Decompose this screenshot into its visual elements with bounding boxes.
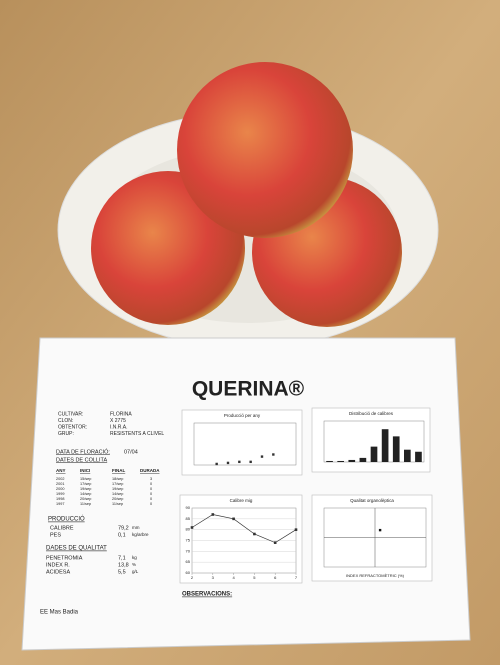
quality-label: PENETROMIA (46, 555, 83, 561)
quality-unit: kg (132, 555, 137, 560)
point (379, 529, 381, 531)
point (261, 455, 263, 457)
harvest-cell: 11/sep (80, 502, 91, 506)
chart-title: Calibre mig (230, 498, 253, 503)
quality-label: ACIDESA (46, 569, 70, 575)
harvest-cell: 2001 (56, 482, 64, 486)
bar (337, 461, 344, 462)
production-value: 0,1 (118, 532, 126, 538)
harvest-cell: 14/sep (112, 492, 123, 496)
y-tick-label: 75 (186, 538, 191, 543)
production-label: PES (50, 532, 61, 538)
harvest-cell: 0 (150, 502, 152, 506)
harvest-cell: 0 (150, 487, 152, 491)
page: QUERINA® OBSERVACIONS: EE Mas Badia CULT… (0, 0, 500, 665)
production-heading: PRODUCCIÓ (48, 516, 85, 523)
harvest-cell: 1999 (56, 492, 64, 496)
point (215, 463, 217, 465)
harvest-cell: 3 (150, 477, 152, 481)
bar (415, 452, 422, 462)
point (212, 513, 215, 516)
quality-value: 5,5 (118, 569, 126, 575)
sheet-title: QUERINA® (192, 378, 305, 401)
info-label: OBTENTOR: (58, 424, 87, 430)
point (238, 461, 240, 463)
harvest-cell: 1998 (56, 497, 64, 501)
point (272, 453, 274, 455)
point (295, 528, 298, 531)
production-unit: mm (132, 525, 140, 530)
info-label: GRUP: (58, 431, 74, 437)
quality-value: 7,1 (118, 555, 126, 561)
photo: QUERINA® OBSERVACIONS: EE Mas Badia CULT… (0, 0, 500, 665)
observations: OBSERVACIONS: (182, 592, 232, 598)
harvest-cell: 19/sep (112, 487, 123, 491)
x-axis-label: INDEX REFRACTOMÈTRIC (%) (346, 573, 405, 578)
apple (177, 62, 353, 238)
quality-value: 13,8 (118, 562, 129, 568)
point (232, 518, 235, 521)
y-tick-label: 80 (186, 527, 191, 532)
point (227, 462, 229, 464)
info-label: CLON: (58, 418, 73, 424)
point (274, 541, 277, 544)
y-tick-label: 85 (186, 516, 191, 521)
chart-frame (312, 408, 430, 472)
info-value: I.N.R.A. (110, 424, 128, 430)
production-value: 79,2 (118, 525, 129, 531)
info-label: CULTIVAR: (58, 411, 83, 417)
footer: EE Mas Badia (40, 610, 79, 616)
harvest-cell: 17/sep (112, 482, 123, 486)
info-value: X 2775 (110, 418, 126, 424)
y-tick-label: 90 (186, 505, 191, 510)
harvest-cell: 20/sep (112, 497, 123, 501)
point (191, 526, 194, 529)
flowering-value: 07/04 (124, 449, 138, 455)
harvest-column: INICI (80, 468, 90, 473)
harvest-cell: 1997 (56, 502, 64, 506)
bar (382, 429, 389, 462)
harvest-column: FINAL (112, 468, 125, 473)
point (253, 533, 256, 536)
harvest-cell: 2000 (56, 487, 64, 491)
y-tick-label: 70 (186, 548, 191, 553)
bar (326, 461, 333, 462)
harvest-cell: 18/sep (112, 477, 123, 481)
point (249, 461, 251, 463)
bar (371, 447, 378, 462)
harvest-cell: 0 (150, 482, 152, 486)
harvest-column: ANY (56, 468, 66, 473)
y-tick-label: 65 (186, 559, 191, 564)
harvest-cell: 20/sep (80, 497, 91, 501)
production-label: CALIBRE (50, 525, 74, 531)
bar (360, 458, 367, 462)
quality-unit: g/L (132, 569, 139, 574)
bar (348, 460, 355, 462)
quality-unit: % (132, 562, 136, 567)
quality-heading: DADES DE QUALITAT (46, 546, 107, 552)
harvest-cell: 15/sep (80, 477, 91, 481)
harvest-cell: 19/sep (80, 487, 91, 491)
harvest-cell: 11/sep (112, 502, 123, 506)
chart-title: Distribució de calibres (349, 411, 394, 416)
chart-title: Producció per any (224, 413, 261, 418)
harvest-column: DURADA (140, 468, 160, 473)
bar (404, 450, 411, 462)
info-value: FLORINA (110, 411, 132, 417)
info-value: RESISTENTS A CLIVEL (110, 431, 164, 437)
quality-label: INDEX R. (46, 562, 70, 568)
chart-title: Qualitat organolèptica (350, 498, 394, 503)
harvest-cell: 14/sep (80, 492, 91, 496)
production-unit: kg/arbre (132, 532, 149, 537)
harvest-heading: DATES DE COLLITA (56, 457, 107, 463)
bar (393, 436, 400, 462)
harvest-cell: 0 (150, 492, 152, 496)
harvest-cell: 0 (150, 497, 152, 501)
flowering-label: DATA DE FLORACIÓ: (56, 448, 110, 455)
harvest-cell: 17/sep (80, 482, 91, 486)
harvest-cell: 2002 (56, 477, 64, 481)
